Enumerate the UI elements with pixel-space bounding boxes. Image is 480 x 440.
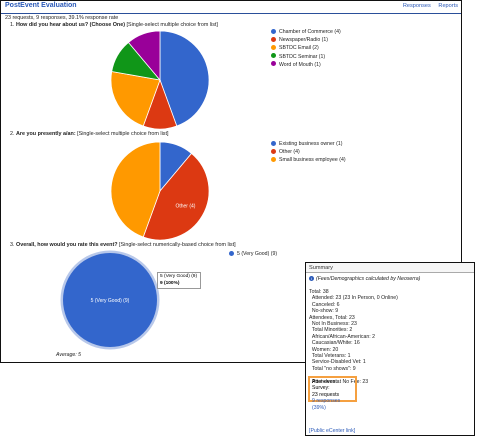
summary-title: Summary [306,263,474,273]
chart-tooltip: 5 (Very Good) (9) 9 (100%) [157,272,201,289]
question-2-type: [Single-select multiple choice from list… [77,131,169,137]
question-2-pie-chart: Other (4) [110,141,210,241]
pie-slice[interactable] [127,30,161,82]
pie-slice[interactable] [110,71,161,127]
reports-link[interactable]: Reports [438,3,458,9]
pie-slice[interactable] [110,141,161,238]
summary-line: Total "no shows": 9 [309,365,356,372]
question-2-number: 2. [10,131,15,137]
summary-line: Attended: 23 (23 In Person, 0 Online) [309,295,398,302]
legend-label: Other (4) [279,149,300,156]
summary-note: i (Fees/Demographics calculated by Neoser… [309,276,420,282]
tooltip-label: 5 (Very Good) (9) [160,274,198,279]
summary-panel: Summary i (Fees/Demographics calculated b… [305,262,475,436]
legend-swatch [229,250,234,256]
header-links: Responses Reports [397,3,458,9]
legend-item: Small business employee (4) [271,156,346,164]
legend-swatch [271,28,276,34]
legend-item: Newspaper/Radio (1) [271,36,341,44]
summary-note-text: (Fees/Demographics calculated by Neoserr… [316,276,421,282]
legend-swatch [271,148,276,154]
question-1-title: How did you hear about us? (Choose One) [16,22,126,28]
question-3-pie-chart: 5 (Very Good) (9) [60,250,160,350]
pie-slice-label: 5 (Very Good) (9) [91,298,130,304]
legend-item: Word of Mouth (1) [271,61,341,69]
summary-line: No-show: 9 [309,308,339,315]
legend-label: Chamber of Commerce (4) [279,29,341,35]
survey-requests: 23 requests [312,391,340,398]
legend-item: Chamber of Commerce (4) [271,28,341,36]
pie-slice-label: Other (4) [175,204,195,210]
summary-line: Not In Business: 23 [309,321,357,328]
legend-item: SBTDC Seminar (1) [271,53,341,61]
summary-line: Attendees, Total: 23 [309,314,355,321]
question-3-legend: 5 (Very Good) (9) [229,250,277,258]
question-1-legend: Chamber of Commerce (4) Newspaper/Radio (… [271,28,341,69]
summary-line: Total: 38 [309,289,329,295]
legend-item: Existing business owner (1) [271,140,346,148]
response-stats: 23 requests, 9 responses, 39.1% response… [5,15,119,21]
legend-item: 5 (Very Good) (9) [229,250,277,258]
summary-line: Caucasian/White: 16 [309,340,360,347]
average-rating: Average: 5 [56,352,81,358]
summary-stats-list: Total: 38 Attended: 23 (23 In Person, 0 … [309,289,398,385]
summary-line: Total Veterans: 1 [309,353,351,360]
title-bar: PostEvent Evaluation Responses Reports [1,1,461,14]
evaluation-panel: PostEvent Evaluation Responses Reports 2… [0,0,462,363]
pie-slice[interactable] [142,152,210,241]
legend-item: SBTDC Email (2) [271,44,341,52]
info-icon: i [309,276,314,282]
legend-swatch [271,45,276,50]
legend-swatch [271,61,276,67]
pie-slice[interactable] [159,30,210,127]
summary-line: African/African-American: 2 [309,333,376,340]
survey-title: Post-event Survey: [312,379,337,392]
pie-slice[interactable] [63,253,157,347]
legend-label: Newspaper/Radio (1) [279,37,329,44]
summary-line: Attendees at No Fee: 23 [309,378,369,385]
tooltip-value: 9 (100%) [160,280,180,286]
question-3-title: Overall, how would you rate this event? [16,242,118,248]
public-ecenter-link[interactable]: [Public eCenter link] [309,428,356,434]
question-1-heading: 1. How did you hear about us? (Choose On… [10,22,218,28]
summary-line: Women: 20 [309,346,339,353]
legend-label: SBTDC Email (2) [279,45,319,52]
legend-item: Other (4) [271,148,346,156]
legend-label: 5 (Very Good) (9) [237,251,278,257]
survey-responses-link[interactable]: 9 responses (39%) [312,398,341,411]
responses-link[interactable]: Responses [402,3,431,9]
legend-swatch [271,157,276,162]
legend-swatch [271,53,276,59]
question-1-pie-chart [110,30,210,130]
legend-swatch [271,36,276,42]
summary-line: Canceled: 6 [309,301,340,308]
legend-label: Small business employee (4) [279,157,346,164]
post-event-survey-box: Post-event Survey: 23 requests 9 respons… [308,376,357,411]
question-2-legend: Existing business owner (1) Other (4) Smal… [271,140,346,165]
question-3-number: 3. [10,242,15,248]
legend-swatch [271,140,276,146]
legend-label: SBTDC Seminar (1) [279,53,326,60]
question-1-number: 1. [10,22,15,28]
page-title: PostEvent Evaluation [5,2,77,9]
summary-line: Total Minorities: 2 [309,327,353,334]
legend-label: Word of Mouth (1) [279,61,321,68]
question-2-title: Are you presently a/an: [16,131,76,137]
question-3-heading: 3. Overall, how would you rate this even… [10,242,236,248]
question-1-type: [Single-select multiple choice from list… [126,22,218,28]
question-3-type: [Single-select numerically-based choice … [119,242,236,248]
question-2-heading: 2. Are you presently a/an: [Single-selec… [10,131,169,137]
summary-line: Service-Disabled Vet: 1 [309,359,366,366]
legend-label: Existing business owner (1) [279,141,343,147]
